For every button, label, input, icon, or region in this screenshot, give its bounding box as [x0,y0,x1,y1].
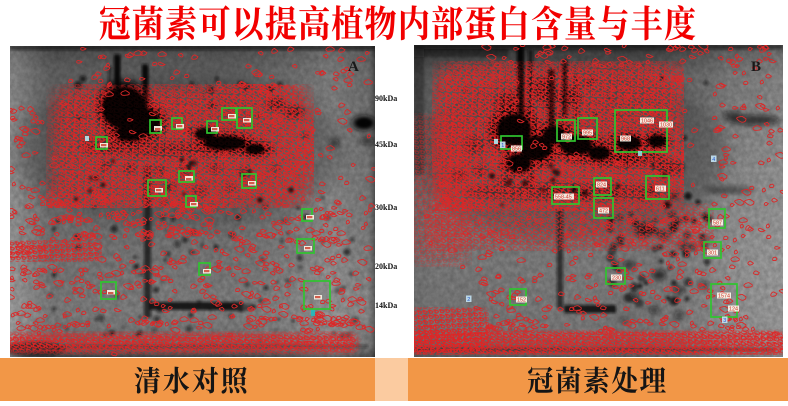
svg-text:611: 611 [656,187,665,193]
svg-text:A: A [348,59,359,75]
svg-text:2: 2 [467,297,470,303]
svg-text:1: 1 [501,143,504,149]
svg-text:972: 972 [562,135,571,141]
svg-text:B: B [751,59,761,75]
svg-text:995: 995 [583,131,592,137]
svg-text:856: 856 [512,147,521,153]
svg-text:587: 587 [713,221,722,227]
svg-text:4: 4 [712,157,715,163]
svg-text:152: 152 [517,298,526,304]
svg-text:230: 230 [612,276,621,282]
svg-text:1030: 1030 [660,123,672,129]
svg-text:1046: 1046 [641,119,653,125]
svg-text:301: 301 [708,251,717,257]
svg-text:824: 824 [597,183,606,189]
svg-text:968: 968 [621,137,630,143]
svg-text:472: 472 [599,209,608,215]
svg-text:558-45: 558-45 [555,195,572,201]
svg-text:124: 124 [729,307,738,313]
svg-text:1574: 1574 [718,294,730,300]
svg-text:3: 3 [723,318,726,324]
